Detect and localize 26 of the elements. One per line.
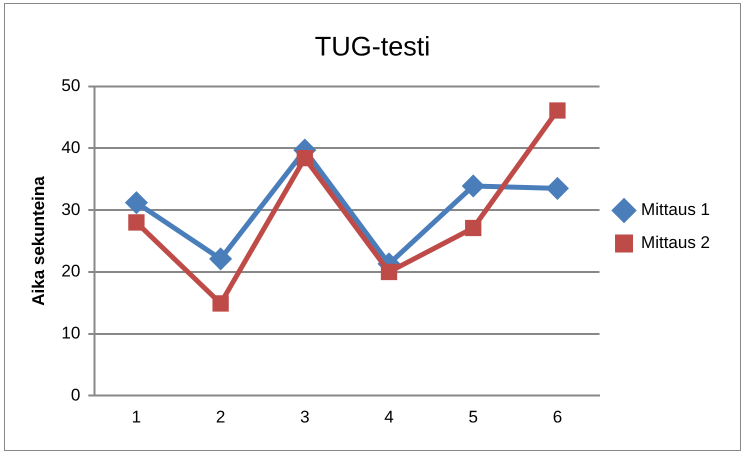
point xyxy=(126,192,147,214)
x-tick-label: 5 xyxy=(468,407,478,426)
y-axis-title: Aika sekunteina xyxy=(28,176,48,306)
point xyxy=(546,178,568,199)
x-tick-label: 6 xyxy=(552,407,562,426)
x-tick-label: 1 xyxy=(132,407,142,426)
point xyxy=(128,214,145,231)
point xyxy=(210,248,232,270)
legend-label: Mittaus 1 xyxy=(641,200,710,220)
y-tick-label: 50 xyxy=(61,76,80,96)
point xyxy=(212,295,229,312)
x-tick-label: 3 xyxy=(300,407,310,426)
point xyxy=(549,102,566,119)
y-tick-label: 0 xyxy=(70,385,80,404)
y-tick-label: 40 xyxy=(61,138,80,157)
y-tick-label: 10 xyxy=(61,323,80,342)
chart-title: TUG-testi xyxy=(314,32,430,62)
x-tick-label: 4 xyxy=(384,407,394,426)
y-tick-label: 20 xyxy=(61,262,80,281)
y-tick-label: 30 xyxy=(61,200,80,219)
point xyxy=(380,264,398,280)
x-tick-label: 2 xyxy=(216,407,226,426)
point xyxy=(296,150,313,166)
legend-label: Mittaus 2 xyxy=(641,233,710,252)
point xyxy=(465,220,482,236)
point xyxy=(462,175,484,196)
